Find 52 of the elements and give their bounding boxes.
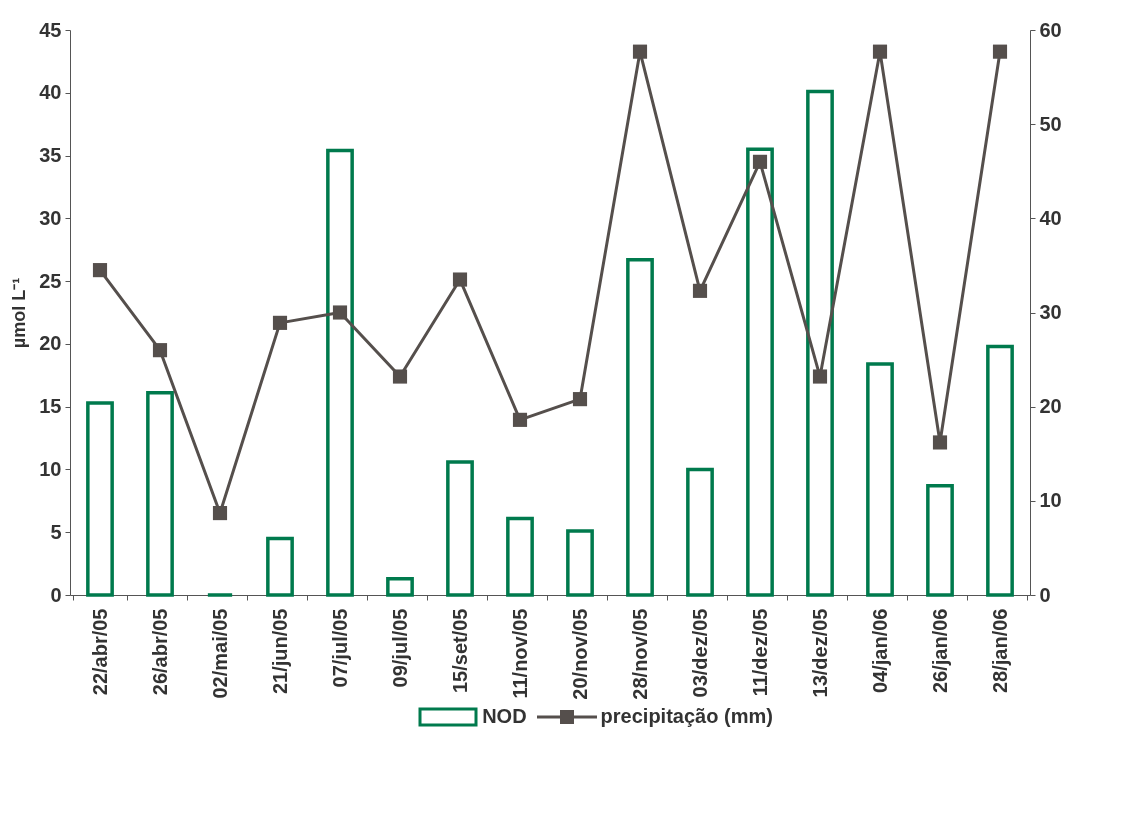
y-tick-label: 30 (39, 206, 62, 229)
x-tick-label: 03/dez/05 (688, 608, 711, 698)
point (992, 44, 1008, 59)
y2-tick-label: 10 (1039, 489, 1062, 512)
point (332, 305, 348, 320)
x-tick-label: 15/set/05 (448, 608, 471, 694)
y-tick-label: 0 (50, 583, 62, 606)
point (152, 343, 168, 358)
y-tick-label: 20 (39, 332, 62, 355)
x-tick-label: 11/nov/05 (508, 608, 531, 699)
point (872, 44, 888, 59)
y-tick-label: 10 (39, 457, 62, 480)
x-tick-label: 28/nov/05 (628, 608, 651, 700)
y2-tick-label: 60 (1039, 18, 1062, 41)
point (392, 369, 408, 384)
y2-tick-label: 20 (1039, 395, 1062, 418)
y2-tick-label: 50 (1039, 112, 1062, 135)
x-tick-label: 04/jan/06 (868, 608, 891, 694)
point (752, 154, 768, 169)
y-tick-label: 5 (50, 520, 62, 543)
y-tick-label: 35 (39, 144, 62, 167)
y-tick-label: 40 (39, 81, 62, 104)
y2-tick-label: 30 (1039, 301, 1062, 323)
x-tick-label: 02/mai/05 (208, 608, 231, 699)
x-tick-label: 09/jul/05 (388, 608, 411, 688)
point (272, 315, 288, 330)
x-tick-label: 26/abr/05 (148, 608, 171, 696)
x-tick-label: 21/jun/05 (268, 608, 291, 695)
legend-label: precipitação (mm) (600, 705, 773, 728)
x-tick-label: 28/jan/06 (988, 608, 1011, 694)
y-tick-label: 45 (39, 18, 62, 41)
x-tick-label: 07/jul/05 (328, 608, 351, 688)
x-tick-label: 26/jan/06 (928, 608, 951, 694)
point (92, 263, 108, 278)
point (212, 506, 228, 521)
point (812, 369, 828, 384)
x-tick-label: 13/dez/05 (808, 608, 831, 698)
point (632, 44, 648, 59)
point (452, 272, 468, 287)
x-tick-label: 22/abr/05 (88, 608, 111, 696)
point (932, 435, 948, 450)
x-tick-label: 11/dez/05 (748, 608, 771, 697)
y-tick-label: 15 (39, 395, 62, 418)
point (692, 283, 708, 298)
y2-tick-label: 40 (1039, 206, 1062, 229)
legend-label: NOD (482, 705, 527, 728)
point (512, 412, 528, 427)
x-tick-label: 20/nov/05 (568, 608, 591, 700)
y-axis-title: µmol L⁻¹ (9, 277, 30, 349)
y-tick-label: 25 (39, 269, 62, 292)
y2-tick-label: 0 (1039, 583, 1051, 606)
point (572, 392, 588, 407)
